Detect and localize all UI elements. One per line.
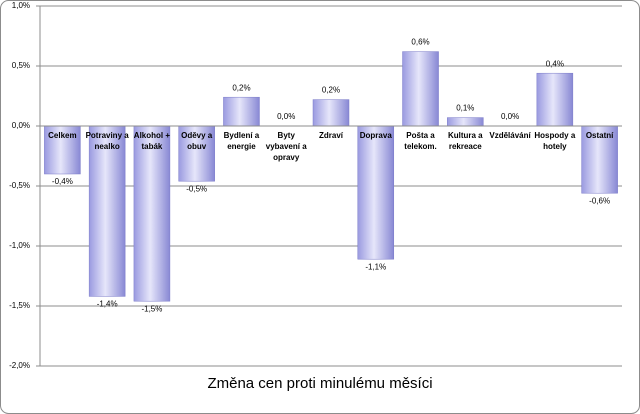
bar: [402, 51, 439, 127]
value-label: -1,4%: [97, 300, 118, 309]
y-tick-label: -0,5%: [9, 181, 30, 190]
x-tick-label: Doprava: [359, 131, 392, 140]
y-tick-label: -1,5%: [9, 301, 30, 310]
bar: [223, 96, 260, 127]
value-label: -1,1%: [365, 262, 386, 271]
x-tick-label: Bydlení a energie: [223, 131, 260, 151]
value-label: 0,2%: [232, 83, 250, 92]
x-tick-label: Ostatní: [585, 131, 614, 140]
y-tick-label: 0,5%: [12, 61, 30, 70]
x-tick-label: Oděvy a obuv: [181, 131, 213, 151]
value-label: -0,5%: [186, 184, 207, 193]
y-tick-label: -2,0%: [9, 361, 30, 370]
value-label: -0,6%: [589, 196, 610, 205]
bar: [447, 117, 484, 127]
value-label: 0,0%: [501, 112, 519, 121]
bar: [312, 99, 350, 127]
x-tick-label: Vzdělávání: [489, 131, 531, 140]
chart-title: Změna cen proti minulému měsíci: [207, 375, 432, 392]
bar: [536, 72, 574, 127]
bar: [133, 125, 171, 302]
x-tick-label: Celkem: [48, 131, 77, 140]
value-label: 0,1%: [456, 104, 474, 113]
value-label: 0,2%: [322, 86, 340, 95]
value-label: -0,4%: [52, 177, 73, 186]
bar: [581, 125, 618, 194]
bar: [357, 125, 395, 260]
y-tick-label: 1,0%: [12, 1, 30, 10]
x-tick-label: Alkohol + tabák: [133, 131, 171, 151]
value-label: 0,4%: [546, 59, 564, 68]
x-tick-label: Zdraví: [318, 131, 343, 140]
value-label: 0,0%: [277, 112, 295, 121]
value-label: -1,5%: [141, 304, 162, 313]
x-tick-label: Potraviny a nealko: [85, 131, 129, 151]
x-tick-label: Pošta a telekom.: [404, 131, 437, 151]
y-tick-label: 0,0%: [12, 121, 30, 130]
x-tick-label: Kultura a rekreace: [447, 131, 483, 151]
x-tick-label: Byty vybavení a opravy: [265, 131, 307, 162]
y-tick-label: -1,0%: [9, 241, 30, 250]
value-label: 0,6%: [411, 38, 429, 47]
x-tick-label: Hospody a hotely: [534, 131, 576, 151]
